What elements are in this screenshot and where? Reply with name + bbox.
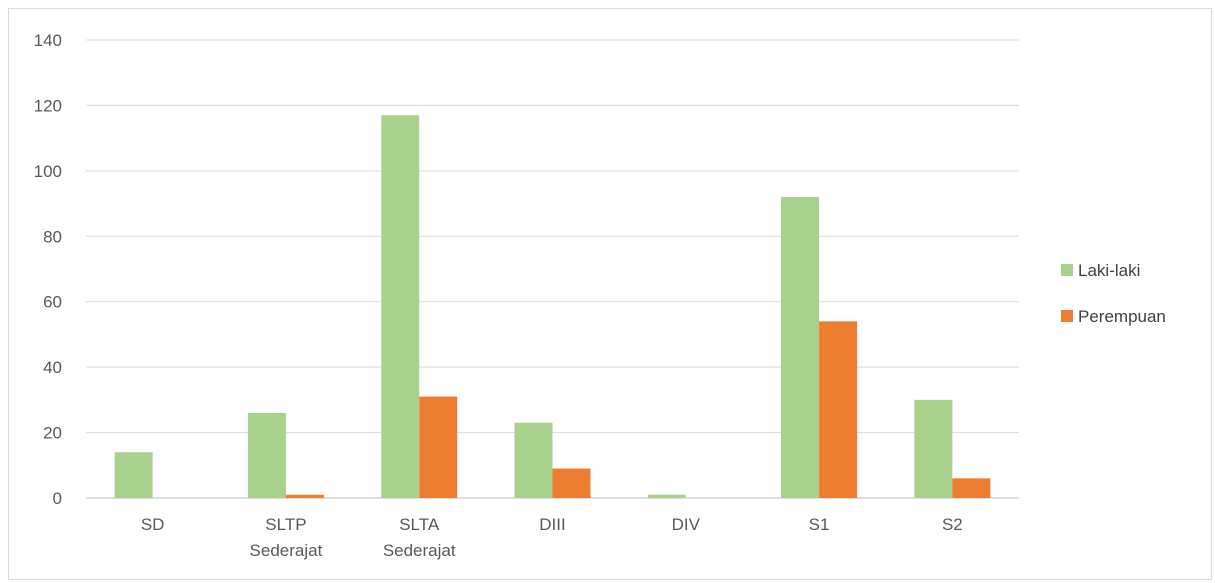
bar-laki-laki-6 [914, 399, 953, 498]
legend-swatch [1061, 310, 1073, 322]
legend: Laki-laki Perempuan [1061, 261, 1166, 326]
x-axis-ticks: SD SLTP Sederajat SLTA Sederajat DIII DIV S1 S2 [141, 515, 963, 560]
x-tick-label: SLTP [265, 515, 306, 534]
legend-label: Perempuan [1078, 307, 1166, 326]
y-tick-label: 20 [43, 424, 62, 443]
y-tick-label: 120 [34, 96, 62, 115]
bar-laki-laki-1 [247, 412, 286, 498]
x-tick-label: Sederajat [383, 541, 456, 560]
x-tick-label: S2 [942, 515, 963, 534]
bar-perempuan-5 [819, 321, 858, 498]
legend-swatch [1061, 264, 1073, 276]
bar-laki-laki-5 [781, 197, 820, 498]
x-tick-label: SD [141, 515, 165, 534]
legend-label: Laki-laki [1078, 261, 1140, 280]
gridlines [86, 39, 1019, 499]
bar-laki-laki-4 [647, 494, 686, 498]
x-tick-label: Sederajat [250, 541, 323, 560]
y-tick-label: 0 [53, 489, 62, 508]
bar-perempuan-3 [552, 468, 591, 498]
bar-perempuan-1 [285, 494, 324, 498]
bar-perempuan-6 [952, 478, 991, 498]
y-tick-label: 40 [43, 358, 62, 377]
x-tick-label: SLTA [399, 515, 440, 534]
bar-laki-laki-0 [114, 452, 153, 498]
y-tick-label: 100 [34, 162, 62, 181]
chart-frame [8, 8, 1212, 580]
y-axis-ticks: 0 20 40 60 80 100 120 140 [34, 31, 62, 508]
y-tick-label: 60 [43, 293, 62, 312]
x-tick-label: DIV [672, 515, 701, 534]
y-tick-label: 80 [43, 227, 62, 246]
bar-laki-laki-3 [514, 422, 553, 498]
bars [114, 115, 991, 498]
x-tick-label: DIII [539, 515, 565, 534]
bar-perempuan-2 [419, 396, 458, 498]
x-tick-label: S1 [809, 515, 830, 534]
bar-laki-laki-2 [381, 115, 420, 498]
y-tick-label: 140 [34, 31, 62, 50]
